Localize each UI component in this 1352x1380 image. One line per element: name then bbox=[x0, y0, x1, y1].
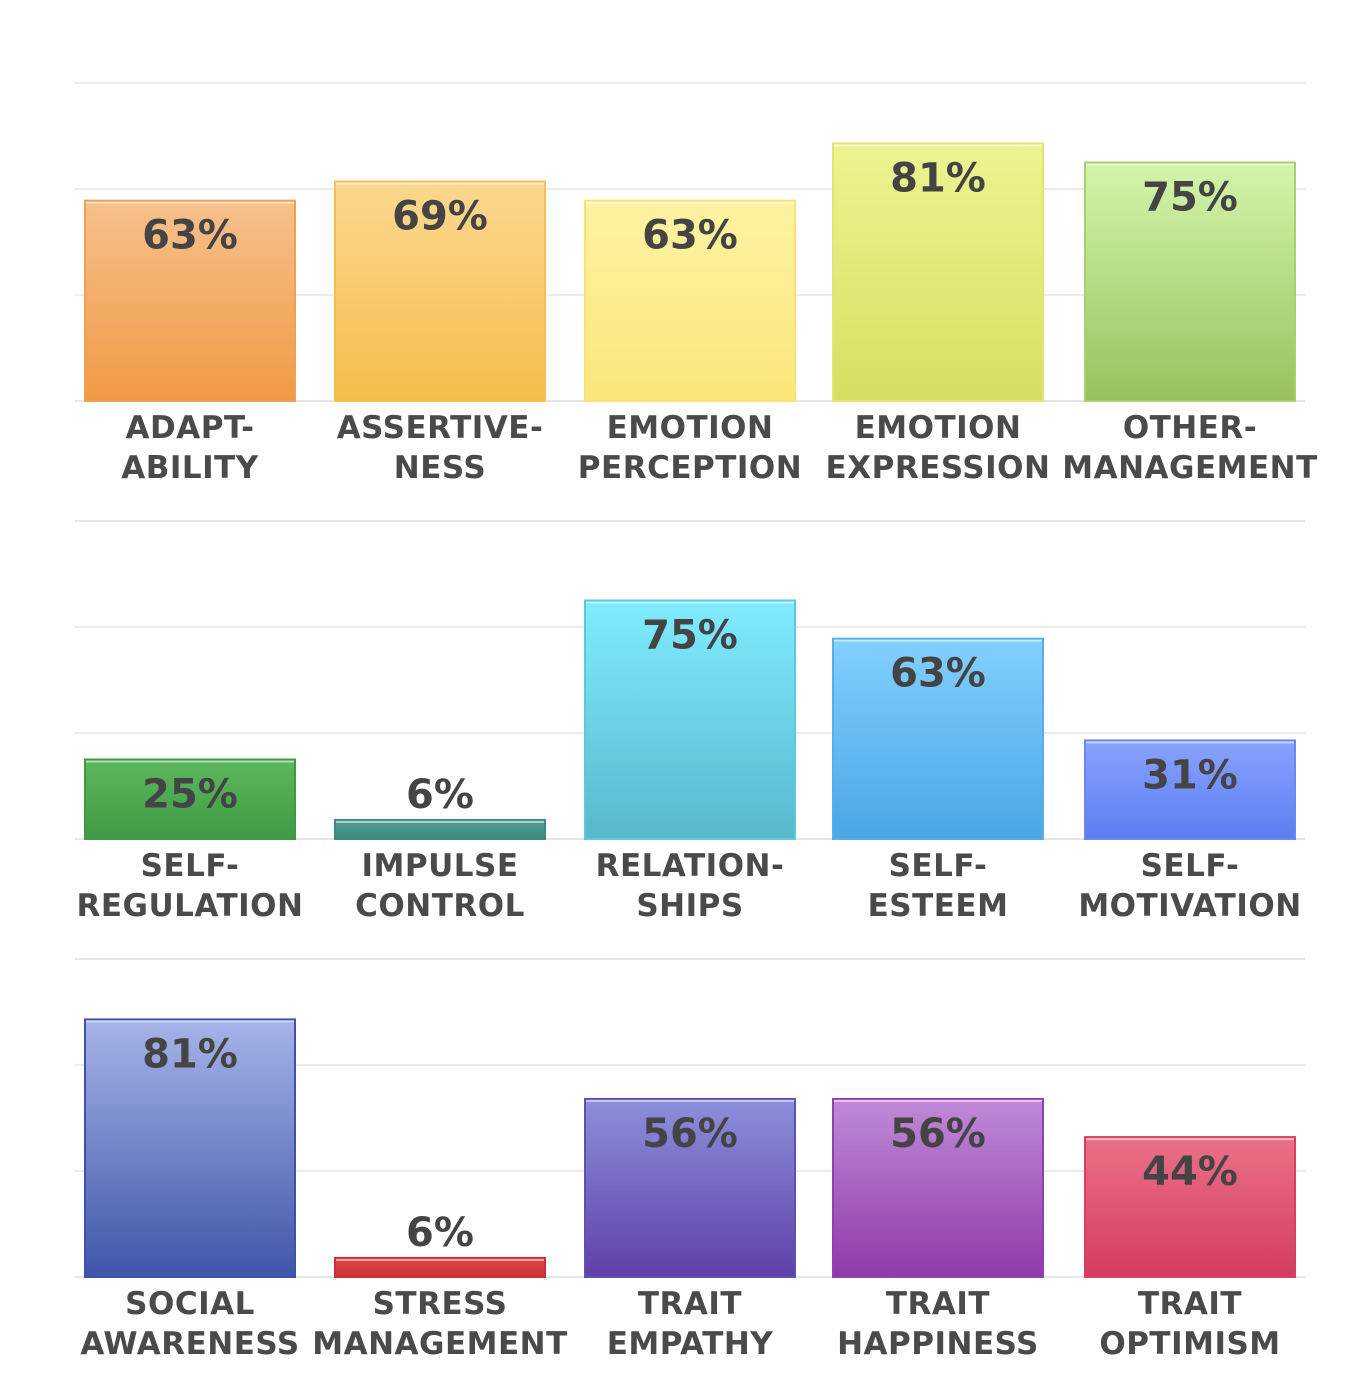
bar-value-label: 75% bbox=[642, 613, 738, 659]
category-label: SELF- bbox=[1141, 848, 1240, 884]
category-label: OTHER- bbox=[1123, 410, 1257, 446]
bar bbox=[584, 599, 796, 840]
bar-value-label: 31% bbox=[1142, 752, 1238, 798]
chart-2: 25% SELF- REGULATION 6% IMPULSE CONTROL 75% REL… bbox=[75, 520, 1305, 924]
category-label: HAPPINESS bbox=[837, 1326, 1039, 1362]
category-label: MANAGEMENT bbox=[312, 1326, 568, 1362]
bar bbox=[334, 180, 546, 402]
category-label: SHIPS bbox=[636, 888, 743, 924]
category-label: ASSERTIVE- bbox=[337, 410, 544, 446]
category-label: EMOTION bbox=[855, 410, 1022, 446]
category-label: SOCIAL bbox=[125, 1286, 255, 1322]
bar bbox=[84, 1018, 296, 1278]
bar bbox=[1084, 739, 1296, 840]
category-label: STRESS bbox=[373, 1286, 508, 1322]
category-label: ABILITY bbox=[121, 450, 259, 486]
category-label: AWARENESS bbox=[80, 1326, 299, 1362]
chart-3: 81% SOCIAL AWARENESS 6% STRESS MANAGEMENT 56% T… bbox=[75, 958, 1305, 1362]
category-label: CONTROL bbox=[355, 888, 525, 924]
bar-value-label: 25% bbox=[142, 772, 238, 818]
category-label: EXPRESSION bbox=[826, 450, 1051, 486]
bar-value-label: 63% bbox=[642, 213, 738, 259]
bar bbox=[832, 637, 1044, 840]
bar bbox=[832, 1097, 1044, 1279]
bar bbox=[1084, 1136, 1296, 1278]
category-label: ADAPT- bbox=[126, 410, 255, 446]
bar-value-label: 63% bbox=[890, 651, 986, 697]
bar-value-label: 63% bbox=[142, 213, 238, 259]
category-label: SELF- bbox=[889, 848, 988, 884]
category-label: NESS bbox=[394, 450, 486, 486]
bar bbox=[832, 142, 1044, 402]
bar-value-label: 69% bbox=[392, 194, 488, 240]
bar-value-label: 56% bbox=[890, 1111, 986, 1157]
bar bbox=[84, 758, 296, 840]
bar bbox=[584, 1097, 796, 1279]
category-label: OPTIMISM bbox=[1099, 1326, 1280, 1362]
bar-value-label: 6% bbox=[406, 1210, 474, 1256]
category-label: TRAIT bbox=[886, 1286, 990, 1322]
bar-value-label: 75% bbox=[1142, 175, 1238, 221]
bar bbox=[334, 818, 546, 840]
category-label: REGULATION bbox=[77, 888, 304, 924]
bar bbox=[584, 199, 796, 402]
category-label: TRAIT bbox=[1138, 1286, 1242, 1322]
category-label: EMPATHY bbox=[607, 1326, 774, 1362]
bar-value-label: 81% bbox=[142, 1031, 238, 1077]
category-label: SELF- bbox=[141, 848, 240, 884]
bar bbox=[334, 1256, 546, 1279]
bar-value-label: 44% bbox=[1142, 1149, 1238, 1195]
category-label: PERCEPTION bbox=[578, 450, 802, 486]
category-label: TRAIT bbox=[638, 1286, 742, 1322]
category-label: MOTIVATION bbox=[1078, 888, 1301, 924]
bar-value-label: 56% bbox=[642, 1111, 738, 1157]
category-label: MANAGEMENT bbox=[1062, 450, 1318, 486]
bar bbox=[84, 199, 296, 402]
category-label: IMPULSE bbox=[361, 848, 518, 884]
category-label: EMOTION bbox=[607, 410, 774, 446]
category-label: ESTEEM bbox=[868, 888, 1009, 924]
bar-value-label: 81% bbox=[890, 155, 986, 201]
bar bbox=[1084, 161, 1296, 402]
chart-1: 63% ADAPT- ABILITY 69% ASSERTIVE- NESS 63% EMOT… bbox=[75, 82, 1318, 486]
bar-value-label: 6% bbox=[406, 772, 474, 818]
category-label: RELATION- bbox=[596, 848, 785, 884]
